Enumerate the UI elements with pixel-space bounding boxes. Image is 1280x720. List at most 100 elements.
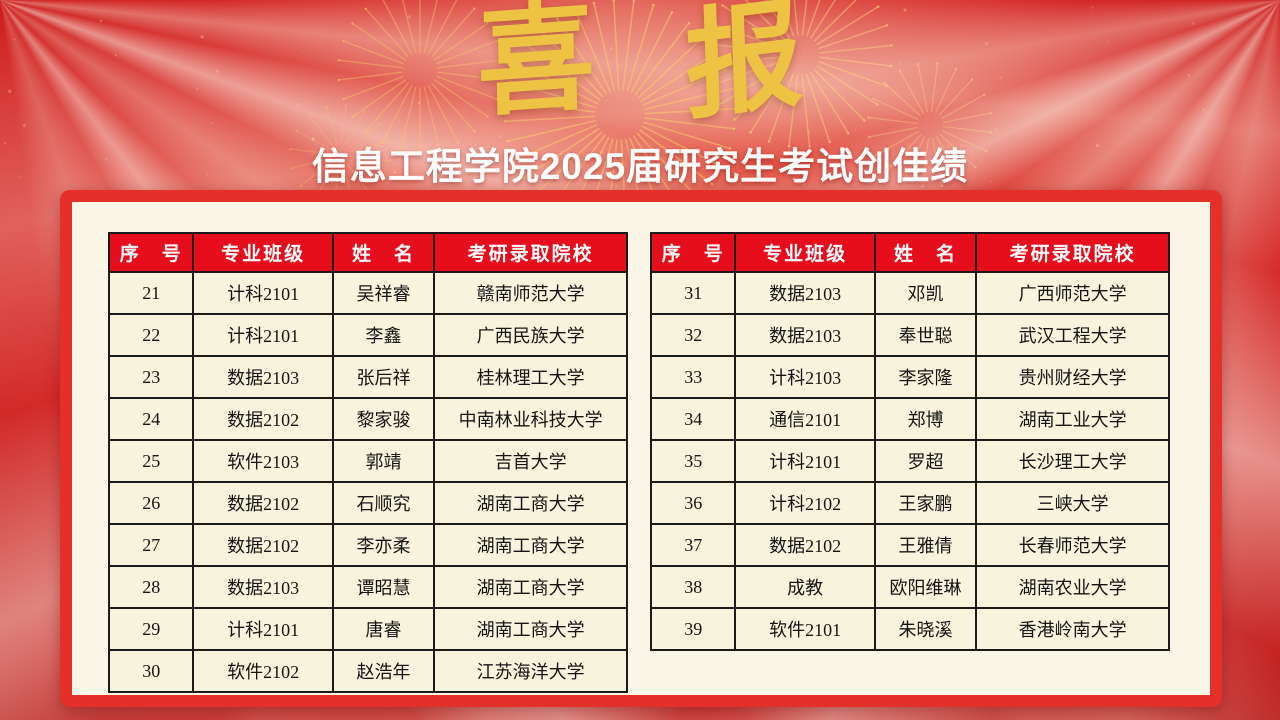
- column-header: 考研录取院校: [433, 232, 628, 273]
- table-cell: 21: [107, 271, 195, 315]
- banner-title: 喜 报: [0, 0, 1280, 134]
- table-cell: 数据2102: [192, 523, 334, 567]
- table-cell: 湖南工商大学: [433, 565, 628, 609]
- table-row: 24 数据2102 黎家骏 中南林业科技大学: [107, 397, 628, 441]
- table-cell: 数据2103: [192, 355, 334, 399]
- table-cell: 计科2103: [734, 355, 876, 399]
- banner-char-bao: 报: [683, 0, 805, 135]
- results-panel: 序 号专业班级姓 名考研录取院校 21 计科2101 吴祥睿 赣南师范大学 22 计科210…: [60, 190, 1222, 707]
- table-cell: 赣南师范大学: [433, 271, 628, 315]
- table-cell: 数据2102: [734, 523, 876, 567]
- table-cell: 王雅倩: [873, 523, 978, 567]
- table-row: 33 计科2103 李家隆 贵州财经大学: [649, 355, 1170, 399]
- table-cell: 邓凯: [873, 271, 978, 315]
- table-cell: 唐睿: [331, 607, 436, 651]
- table-cell: 谭昭慧: [331, 565, 436, 609]
- table-cell: 李鑫: [331, 313, 436, 357]
- table-cell: 广西民族大学: [433, 313, 628, 357]
- table-cell: 李家隆: [873, 355, 978, 399]
- column-header: 专业班级: [734, 232, 876, 273]
- table-cell: 李亦柔: [331, 523, 436, 567]
- table-cell: 湖南工商大学: [433, 607, 628, 651]
- table-cell: 湖南工商大学: [433, 481, 628, 525]
- table-cell: 计科2101: [734, 439, 876, 483]
- table-row: 36 计科2102 王家鹏 三峡大学: [649, 481, 1170, 525]
- banner-char-xi: 喜: [475, 0, 596, 132]
- table-row: 38 成教 欧阳维琳 湖南农业大学: [649, 565, 1170, 609]
- column-header: 考研录取院校: [975, 232, 1170, 273]
- results-table-left: 序 号专业班级姓 名考研录取院校 21 计科2101 吴祥睿 赣南师范大学 22 计科210…: [107, 232, 628, 693]
- table-cell: 39: [649, 607, 737, 651]
- table-cell: 29: [107, 607, 195, 651]
- table-cell: 欧阳维琳: [873, 565, 978, 609]
- table-cell: 王家鹏: [873, 481, 978, 525]
- table-row: 30 软件2102 赵浩年 江苏海洋大学: [107, 649, 628, 693]
- table-cell: 吉首大学: [433, 439, 628, 483]
- column-header: 姓 名: [873, 232, 978, 273]
- table-cell: 长春师范大学: [975, 523, 1170, 567]
- table-cell: 软件2102: [192, 649, 334, 693]
- table-cell: 计科2101: [192, 607, 334, 651]
- table-row: 22 计科2101 李鑫 广西民族大学: [107, 313, 628, 357]
- table-row: 37 数据2102 王雅倩 长春师范大学: [649, 523, 1170, 567]
- table-row: 29 计科2101 唐睿 湖南工商大学: [107, 607, 628, 651]
- table-cell: 计科2101: [192, 313, 334, 357]
- table-row: 25 软件2103 郭靖 吉首大学: [107, 439, 628, 483]
- table-cell: 武汉工程大学: [975, 313, 1170, 357]
- table-cell: 香港岭南大学: [975, 607, 1170, 651]
- table-cell: 30: [107, 649, 195, 693]
- table-cell: 33: [649, 355, 737, 399]
- table-cell: 吴祥睿: [331, 271, 436, 315]
- table-cell: 数据2103: [734, 271, 876, 315]
- table-cell: 桂林理工大学: [433, 355, 628, 399]
- table-cell: 软件2101: [734, 607, 876, 651]
- table-cell: 赵浩年: [331, 649, 436, 693]
- table-row: 35 计科2101 罗超 长沙理工大学: [649, 439, 1170, 483]
- results-table-right: 序 号专业班级姓 名考研录取院校 31 数据2103 邓凯 广西师范大学 32 数据2103…: [649, 232, 1170, 651]
- table-cell: 数据2102: [192, 397, 334, 441]
- table-cell: 贵州财经大学: [975, 355, 1170, 399]
- table-cell: 28: [107, 565, 195, 609]
- table-cell: 石顺究: [331, 481, 436, 525]
- table-row: 28 数据2103 谭昭慧 湖南工商大学: [107, 565, 628, 609]
- table-cell: 37: [649, 523, 737, 567]
- table-cell: 数据2102: [192, 481, 334, 525]
- table-cell: 朱晓溪: [873, 607, 978, 651]
- column-header: 序 号: [649, 232, 737, 273]
- table-cell: 数据2103: [734, 313, 876, 357]
- table-row: 23 数据2103 张后祥 桂林理工大学: [107, 355, 628, 399]
- table-row: 39 软件2101 朱晓溪 香港岭南大学: [649, 607, 1170, 651]
- table-cell: 27: [107, 523, 195, 567]
- column-header: 姓 名: [331, 232, 436, 273]
- table-cell: 湖南工业大学: [975, 397, 1170, 441]
- table-cell: 22: [107, 313, 195, 357]
- table-cell: 通信2101: [734, 397, 876, 441]
- table-cell: 郑博: [873, 397, 978, 441]
- table-cell: 湖南工商大学: [433, 523, 628, 567]
- page-title: 信息工程学院2025届研究生考试创佳绩: [311, 146, 969, 187]
- table-cell: 34: [649, 397, 737, 441]
- table-cell: 张后祥: [331, 355, 436, 399]
- column-header: 专业班级: [192, 232, 334, 273]
- table-cell: 31: [649, 271, 737, 315]
- table-row: 26 数据2102 石顺究 湖南工商大学: [107, 481, 628, 525]
- table-cell: 奉世聪: [873, 313, 978, 357]
- table-cell: 35: [649, 439, 737, 483]
- table-cell: 湖南农业大学: [975, 565, 1170, 609]
- table-cell: 23: [107, 355, 195, 399]
- column-header: 序 号: [107, 232, 195, 273]
- header-row: 序 号专业班级姓 名考研录取院校: [649, 232, 1170, 273]
- table-cell: 38: [649, 565, 737, 609]
- table-cell: 软件2103: [192, 439, 334, 483]
- table-cell: 36: [649, 481, 737, 525]
- header-row: 序 号专业班级姓 名考研录取院校: [107, 232, 628, 273]
- table-cell: 32: [649, 313, 737, 357]
- table-cell: 计科2101: [192, 271, 334, 315]
- table-cell: 江苏海洋大学: [433, 649, 628, 693]
- table-row: 31 数据2103 邓凯 广西师范大学: [649, 271, 1170, 315]
- table-cell: 中南林业科技大学: [433, 397, 628, 441]
- table-cell: 黎家骏: [331, 397, 436, 441]
- table-row: 32 数据2103 奉世聪 武汉工程大学: [649, 313, 1170, 357]
- table-cell: 成教: [734, 565, 876, 609]
- table-cell: 26: [107, 481, 195, 525]
